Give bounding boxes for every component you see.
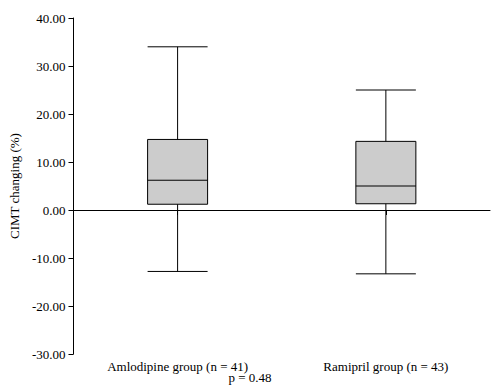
- svg-text:-10.00: -10.00: [32, 251, 66, 266]
- svg-text:-20.00: -20.00: [32, 299, 66, 314]
- svg-text:-30.00: -30.00: [32, 347, 66, 362]
- svg-text:10.00: 10.00: [36, 155, 65, 170]
- svg-text:Ramipril group (n = 43): Ramipril group (n = 43): [323, 359, 448, 374]
- svg-text:20.00: 20.00: [36, 107, 65, 122]
- svg-text:30.00: 30.00: [36, 59, 65, 74]
- svg-text:CIMT changing (%): CIMT changing (%): [7, 133, 22, 239]
- svg-text:0.00: 0.00: [43, 203, 66, 218]
- svg-text:Amlodipine group (n = 41): Amlodipine group (n = 41): [107, 359, 248, 374]
- svg-text:40.00: 40.00: [36, 11, 65, 26]
- svg-text:p = 0.48: p = 0.48: [228, 370, 271, 385]
